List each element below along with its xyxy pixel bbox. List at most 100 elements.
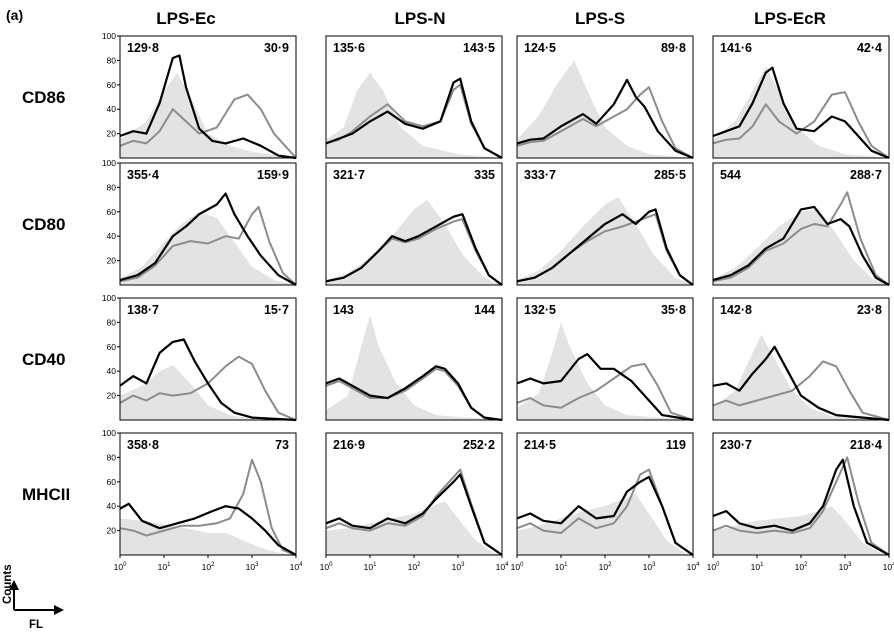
histogram-panel: 142·8 23·8 bbox=[712, 297, 890, 422]
black-histogram-line bbox=[119, 338, 297, 422]
histogram-panel: 358·8 73 20 40 60 80 100 100 101 102 103 104 bbox=[102, 428, 303, 572]
control-histogram bbox=[326, 501, 502, 555]
y-tick-label: 60 bbox=[107, 207, 117, 217]
x-tick-label: 103 bbox=[246, 562, 259, 572]
black-histogram-line bbox=[325, 213, 503, 286]
black-histogram-line bbox=[516, 208, 694, 286]
control-histogram bbox=[517, 494, 693, 555]
control-histogram bbox=[326, 199, 502, 285]
row-label: CD80 bbox=[22, 215, 65, 234]
gray-histogram-line bbox=[712, 360, 890, 421]
histogram-grid: LPS-Ec LPS-N LPS-S LPS-EcR CD86 CD80 CD40 MHCII… bbox=[22, 9, 894, 572]
mfi-left-label: 141·6 bbox=[720, 41, 752, 55]
black-histogram-line bbox=[516, 353, 694, 422]
control-histogram bbox=[120, 72, 296, 158]
control-histogram bbox=[326, 72, 502, 158]
x-tick-label: 104 bbox=[496, 562, 509, 572]
mfi-right-label: 288·7 bbox=[850, 168, 882, 182]
mfi-left-label: 216·9 bbox=[333, 438, 365, 452]
histogram-panel: 129·8 30·9 20 40 60 80 100 bbox=[102, 31, 297, 160]
black-histogram-line bbox=[516, 475, 694, 556]
mfi-left-label: 132·5 bbox=[524, 303, 556, 317]
histogram-panel: 141·6 42·4 bbox=[712, 35, 890, 160]
y-tick-label: 80 bbox=[107, 55, 117, 65]
mfi-left-label: 124·5 bbox=[524, 41, 556, 55]
control-histogram bbox=[517, 60, 693, 158]
gray-histogram-line bbox=[119, 93, 297, 159]
y-tick-label: 20 bbox=[107, 391, 117, 401]
mfi-left-label: 355·4 bbox=[127, 168, 159, 182]
gray-histogram-line bbox=[516, 86, 694, 159]
y-tick-label: 20 bbox=[107, 129, 117, 139]
mfi-left-label: 135·6 bbox=[333, 41, 365, 55]
y-tick-label: 40 bbox=[107, 104, 117, 114]
mfi-left-label: 138·7 bbox=[127, 303, 159, 317]
y-tick-label: 100 bbox=[102, 158, 116, 168]
column-title: LPS-Ec bbox=[156, 9, 216, 28]
x-tick-label: 103 bbox=[643, 562, 656, 572]
mfi-right-label: 42·4 bbox=[857, 41, 882, 55]
y-tick-label: 60 bbox=[107, 477, 117, 487]
column-title: LPS-EcR bbox=[754, 9, 826, 28]
gray-histogram-line bbox=[712, 191, 890, 286]
axis-indicator: Counts FL bbox=[2, 564, 64, 631]
panel-frame bbox=[325, 297, 503, 421]
black-histogram-line bbox=[325, 77, 503, 159]
control-histogram bbox=[326, 315, 502, 420]
column-title: LPS-S bbox=[575, 9, 625, 28]
mfi-left-label: 333·7 bbox=[524, 168, 556, 182]
mfi-right-label: 252·2 bbox=[463, 438, 495, 452]
black-histogram-line bbox=[712, 345, 890, 422]
x-tick-label: 104 bbox=[883, 562, 894, 572]
control-histogram bbox=[713, 334, 889, 420]
histogram-panel: 135·6 143·5 bbox=[325, 35, 503, 159]
mfi-right-label: 285·5 bbox=[654, 168, 686, 182]
histogram-panel: 544 288·7 bbox=[712, 162, 890, 286]
panel-frame bbox=[516, 162, 694, 286]
y-tick-label: 100 bbox=[102, 31, 116, 41]
x-tick-label: 100 bbox=[707, 562, 720, 572]
mfi-right-label: 15·7 bbox=[264, 303, 289, 317]
mfi-right-label: 143·5 bbox=[463, 41, 495, 55]
x-tick-label: 101 bbox=[158, 562, 171, 572]
panel-frame bbox=[325, 35, 503, 159]
panel-label: (a) bbox=[6, 7, 23, 23]
mfi-left-label: 142·8 bbox=[720, 303, 752, 317]
mfi-right-label: 159·9 bbox=[257, 168, 289, 182]
mfi-right-label: 30·9 bbox=[264, 41, 289, 55]
mfi-left-label: 129·8 bbox=[127, 41, 159, 55]
histogram-panel: 132·5 35·8 bbox=[516, 297, 694, 422]
histogram-panel: 124·5 89·8 bbox=[516, 35, 694, 160]
black-histogram-line bbox=[325, 365, 503, 422]
control-histogram bbox=[517, 322, 693, 420]
black-histogram-line bbox=[712, 458, 890, 556]
y-tick-label: 80 bbox=[107, 182, 117, 192]
x-tick-label: 102 bbox=[599, 562, 612, 572]
x-tick-label: 101 bbox=[364, 562, 377, 572]
black-histogram-line bbox=[119, 54, 297, 160]
y-tick-label: 60 bbox=[107, 80, 117, 90]
mfi-right-label: 144 bbox=[474, 303, 495, 317]
mfi-left-label: 321·7 bbox=[333, 168, 365, 182]
black-histogram-line bbox=[119, 502, 297, 556]
panel-frame bbox=[325, 162, 503, 286]
mfi-right-label: 335 bbox=[474, 168, 495, 182]
panel-frame bbox=[119, 297, 297, 421]
mfi-right-label: 35·8 bbox=[661, 303, 686, 317]
panel-frame bbox=[119, 162, 297, 286]
row-label: CD40 bbox=[22, 350, 65, 369]
black-histogram-line bbox=[325, 473, 503, 556]
histogram-panel: 230·7 218·4 100 101 102 103 104 bbox=[707, 432, 894, 572]
mfi-right-label: 23·8 bbox=[857, 303, 882, 317]
mfi-right-label: 89·8 bbox=[661, 41, 686, 55]
histogram-panel: 321·7 335 bbox=[325, 162, 503, 286]
x-tick-label: 100 bbox=[511, 562, 524, 572]
y-tick-label: 100 bbox=[102, 293, 116, 303]
y-tick-label: 20 bbox=[107, 526, 117, 536]
mfi-left-label: 143 bbox=[333, 303, 354, 317]
x-tick-label: 100 bbox=[320, 562, 333, 572]
mfi-right-label: 218·4 bbox=[850, 438, 882, 452]
control-histogram bbox=[517, 197, 693, 285]
y-tick-label: 40 bbox=[107, 231, 117, 241]
column-title: LPS-N bbox=[395, 9, 446, 28]
